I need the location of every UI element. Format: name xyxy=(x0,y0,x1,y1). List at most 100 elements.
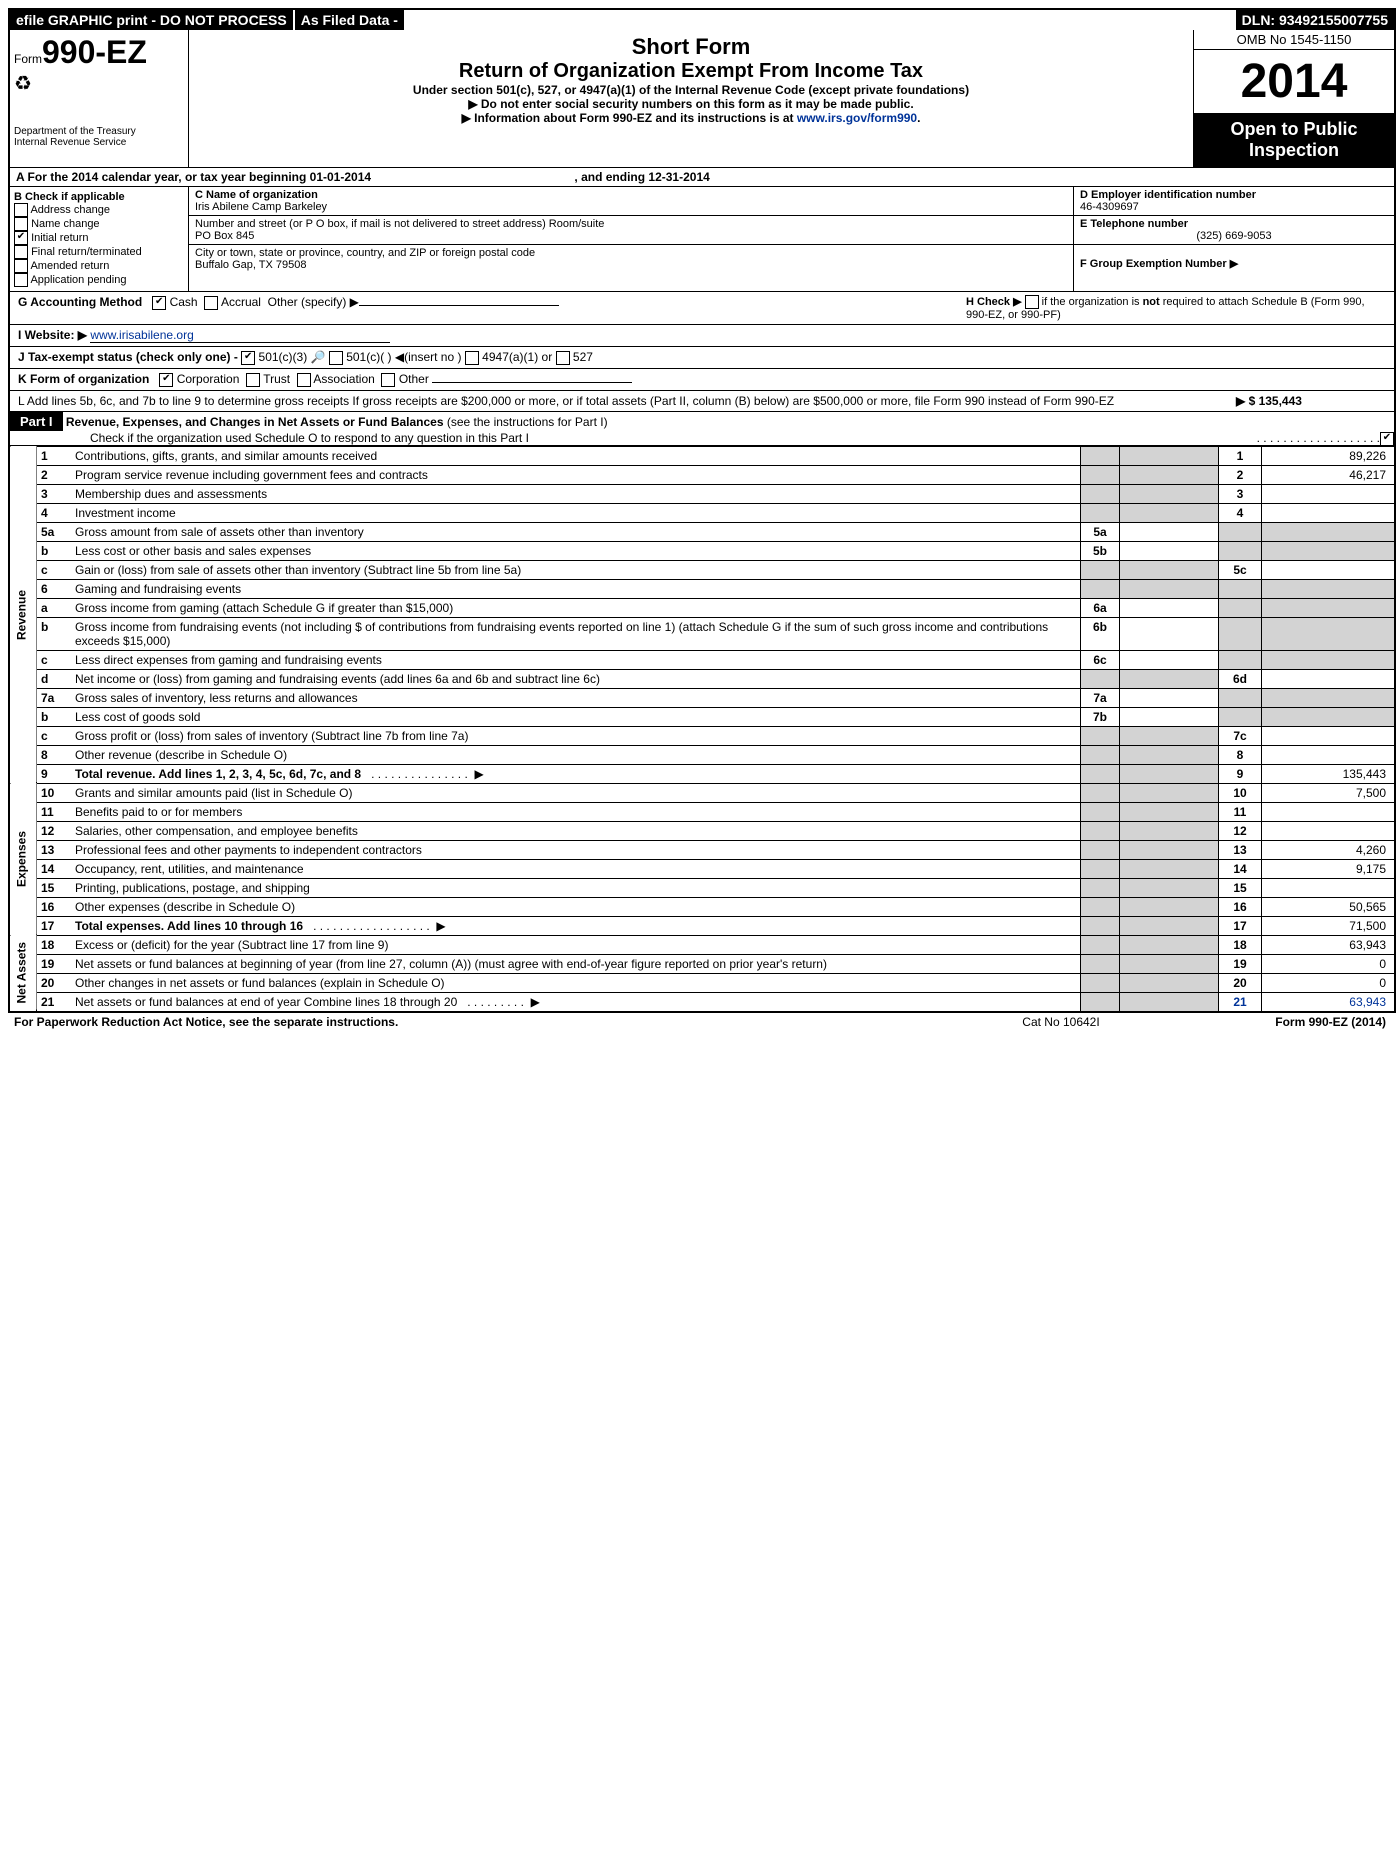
k-assoc-label: Association xyxy=(313,372,374,386)
d-ein-label: D Employer identification number xyxy=(1080,189,1388,201)
part1-title-note: (see the instructions for Part I) xyxy=(447,415,608,429)
chk-amended[interactable] xyxy=(14,259,28,273)
l-value: ▶ $ 135,443 xyxy=(1236,394,1386,408)
line-l: L Add lines 5b, 6c, and 7b to line 9 to … xyxy=(10,391,1394,412)
g-accrual-label: Accrual xyxy=(221,295,261,309)
line-i: I Website: ▶ www.irisabilene.org xyxy=(10,325,1394,347)
val-9: 135,443 xyxy=(1262,764,1395,783)
k-other-label: Other xyxy=(399,372,429,386)
page-footer: For Paperwork Reduction Act Notice, see … xyxy=(8,1013,1392,1031)
tax-year: 2014 xyxy=(1194,50,1394,113)
chk-initial[interactable] xyxy=(14,231,28,245)
omb-number: OMB No 1545-1150 xyxy=(1194,30,1394,50)
line-1-text: Contributions, gifts, grants, and simila… xyxy=(71,446,1081,465)
line-12-text: Salaries, other compensation, and employ… xyxy=(71,821,1081,840)
f-group-label: F Group Exemption Number ▶ xyxy=(1080,258,1238,270)
chk-final[interactable] xyxy=(14,245,28,259)
num-19: 19 xyxy=(1219,954,1262,973)
chk-address[interactable] xyxy=(14,203,28,217)
part1-title: Revenue, Expenses, and Changes in Net As… xyxy=(66,415,444,429)
j-527-label: 527 xyxy=(573,350,593,364)
num-13: 13 xyxy=(1219,840,1262,859)
side-netassets: Net Assets xyxy=(10,935,37,1011)
lookup-icon[interactable]: 🔎 xyxy=(311,350,326,364)
website-link[interactable]: www.irisabilene.org xyxy=(90,328,390,343)
main-title: Return of Organization Exempt From Incom… xyxy=(209,60,1173,83)
val-13: 4,260 xyxy=(1262,840,1395,859)
mid-5b: 5b xyxy=(1081,541,1120,560)
num-2: 2 xyxy=(1219,465,1262,484)
k-label: K Form of organization xyxy=(18,372,149,386)
header-left: Form990-EZ ♻ Department of the Treasury … xyxy=(10,30,189,167)
line-11-text: Benefits paid to or for members xyxy=(71,802,1081,821)
line-a-end: , and ending 12-31-2014 xyxy=(574,170,709,184)
num-17: 17 xyxy=(1219,916,1262,935)
part1-header: Part I Revenue, Expenses, and Changes in… xyxy=(10,412,1394,446)
num-4: 4 xyxy=(1219,503,1262,522)
header-mid: Short Form Return of Organization Exempt… xyxy=(189,30,1193,167)
line-6b-text: Gross income from fundraising events (no… xyxy=(71,617,1081,650)
irs-link[interactable]: www.irs.gov/form990 xyxy=(797,111,917,125)
side-revenue: Revenue xyxy=(10,446,37,783)
line-a-pre: A For the 2014 calendar year, or tax yea… xyxy=(16,170,371,184)
e-phone-label: E Telephone number xyxy=(1080,218,1388,230)
line-21-inner: Net assets or fund balances at end of ye… xyxy=(75,995,457,1009)
footer-mid: Cat No 10642I xyxy=(936,1015,1186,1029)
col-c: C Name of organization Iris Abilene Camp… xyxy=(189,187,1073,291)
header-right: OMB No 1545-1150 2014 Open to Public Ins… xyxy=(1193,30,1394,167)
mid-6b: 6b xyxy=(1081,617,1120,650)
side-expenses: Expenses xyxy=(10,783,37,935)
chk-cash[interactable] xyxy=(152,296,166,310)
val-7c xyxy=(1262,726,1395,745)
k-corp-label: Corporation xyxy=(177,372,240,386)
line-9-text: Total revenue. Add lines 1, 2, 3, 4, 5c,… xyxy=(71,764,1081,783)
h-label-pre: H Check ▶ xyxy=(966,296,1022,308)
b-label: B Check if applicable xyxy=(14,191,184,203)
arrow-21: ▶ xyxy=(531,995,540,1009)
line-19-text: Net assets or fund balances at beginning… xyxy=(71,954,1081,973)
num-5c: 5c xyxy=(1219,560,1262,579)
form-990ez: efile GRAPHIC print - DO NOT PROCESS As … xyxy=(8,8,1396,1013)
mid-6c: 6c xyxy=(1081,650,1120,669)
j-4947-label: 4947(a)(1) or xyxy=(482,350,552,364)
num-12: 12 xyxy=(1219,821,1262,840)
chk-527[interactable] xyxy=(556,351,570,365)
line-g: G Accounting Method Cash Accrual Other (… xyxy=(18,295,966,321)
chk-name[interactable] xyxy=(14,217,28,231)
chk-501c3[interactable] xyxy=(241,351,255,365)
col-b: B Check if applicable Address change Nam… xyxy=(10,187,189,291)
chk-accrual[interactable] xyxy=(204,296,218,310)
num-3: 3 xyxy=(1219,484,1262,503)
line-21-text: Net assets or fund balances at end of ye… xyxy=(71,992,1081,1011)
chk-name-label: Name change xyxy=(31,218,100,230)
num-6d: 6d xyxy=(1219,669,1262,688)
c-name-value: Iris Abilene Camp Barkeley xyxy=(195,201,1067,213)
val-15 xyxy=(1262,878,1395,897)
chk-h[interactable] xyxy=(1025,295,1039,309)
line-5b-text: Less cost or other basis and sales expen… xyxy=(71,541,1081,560)
line-13-text: Professional fees and other payments to … xyxy=(71,840,1081,859)
c-name-label: C Name of organization xyxy=(195,189,1067,201)
chk-assoc[interactable] xyxy=(297,373,311,387)
val-14: 9,175 xyxy=(1262,859,1395,878)
line-9-bold: Total revenue. Add lines 1, 2, 3, 4, 5c,… xyxy=(75,767,361,781)
line-18-text: Excess or (deficit) for the year (Subtra… xyxy=(71,935,1081,954)
midv-1 xyxy=(1120,446,1219,465)
val-2: 46,217 xyxy=(1262,465,1395,484)
chk-corp[interactable] xyxy=(159,373,173,387)
chk-pending[interactable] xyxy=(14,273,28,287)
line-16-text: Other expenses (describe in Schedule O) xyxy=(71,897,1081,916)
line-h: H Check ▶ if the organization is not req… xyxy=(966,295,1386,321)
chk-4947[interactable] xyxy=(465,351,479,365)
num-7c: 7c xyxy=(1219,726,1262,745)
chk-amended-label: Amended return xyxy=(30,260,109,272)
chk-schedule-o[interactable] xyxy=(1380,432,1394,446)
chk-other[interactable] xyxy=(381,373,395,387)
num-18: 18 xyxy=(1219,935,1262,954)
part1-table: Revenue 1 Contributions, gifts, grants, … xyxy=(10,446,1394,1011)
chk-501c[interactable] xyxy=(329,351,343,365)
i-label: I Website: ▶ xyxy=(18,328,87,342)
note-info: ▶ Information about Form 990-EZ and its … xyxy=(209,111,1173,125)
chk-trust[interactable] xyxy=(246,373,260,387)
line-17-text: Total expenses. Add lines 10 through 16 … xyxy=(71,916,1081,935)
